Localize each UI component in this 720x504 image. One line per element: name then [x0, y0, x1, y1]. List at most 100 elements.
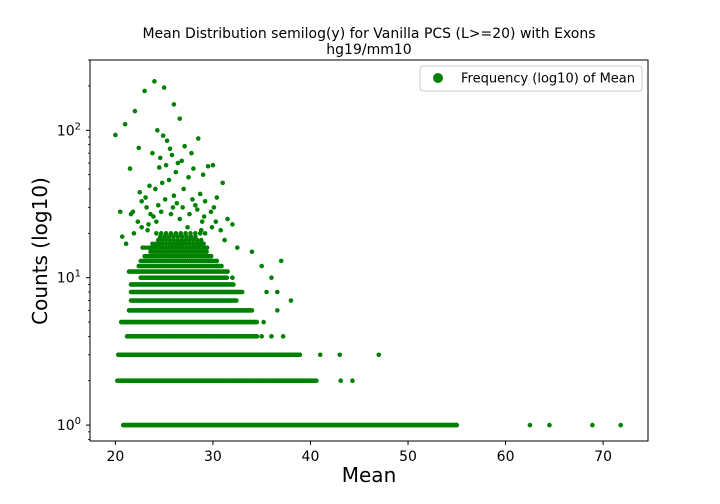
data-point: [170, 205, 176, 210]
data-point: [158, 209, 164, 215]
y-axis-ticks: 100 101 102: [57, 59, 90, 440]
data-point: [184, 241, 189, 247]
data-point: [178, 231, 184, 236]
data-point: [182, 143, 187, 149]
data-point: [131, 231, 137, 236]
data-point: [153, 186, 158, 192]
data-point: [170, 241, 176, 247]
data-point: [148, 211, 153, 217]
data-point: [122, 121, 128, 127]
data-point: [201, 214, 207, 219]
data-point: [183, 231, 188, 236]
data-point: [171, 193, 177, 199]
x-tick-label: 20: [106, 449, 124, 465]
data-point: [162, 197, 168, 202]
data-point: [147, 183, 152, 189]
data-point: [280, 334, 286, 339]
x-tick-label: 70: [594, 449, 612, 465]
data-point: [261, 319, 266, 325]
data-point: [180, 241, 186, 247]
data-point: [230, 275, 235, 281]
data-point: [123, 241, 129, 247]
data-point: [195, 237, 200, 243]
data-point: [174, 241, 179, 247]
data-point: [234, 298, 239, 303]
y-axis-label: Counts (log10): [28, 177, 52, 325]
data-point: [113, 132, 118, 138]
data-point: [175, 237, 181, 243]
data-point: [214, 195, 220, 200]
x-tick-label: 60: [497, 449, 515, 465]
data-point: [163, 237, 169, 243]
legend-marker: [433, 73, 443, 83]
data-point: [259, 263, 264, 269]
data-point: [153, 241, 159, 247]
data-point: [264, 289, 269, 295]
data-point: [181, 186, 186, 192]
data-point: [199, 219, 205, 224]
data-point: [189, 150, 194, 156]
data-point: [127, 166, 133, 171]
data-point: [225, 269, 230, 274]
x-tick-label: 50: [399, 449, 417, 465]
data-point: [156, 165, 162, 170]
data-point: [314, 378, 319, 384]
data-point: [143, 195, 148, 200]
data-point: [135, 219, 141, 224]
data-point: [269, 334, 274, 339]
data-point: [231, 282, 236, 287]
data-point: [171, 237, 177, 243]
y-tick-label: 102: [57, 121, 81, 139]
data-point: [171, 234, 176, 239]
data-point: [155, 202, 161, 208]
data-point: [376, 352, 382, 358]
data-point: [211, 205, 217, 210]
data-point: [179, 158, 184, 164]
data-point: [142, 88, 147, 94]
data-point: [168, 211, 174, 217]
data-point: [208, 209, 214, 215]
data-point: [275, 308, 280, 313]
legend-box: [419, 65, 643, 92]
data-point: [180, 205, 185, 210]
data-point: [337, 352, 343, 358]
data-point: [164, 138, 170, 144]
data-point: [155, 237, 161, 243]
data-point: [193, 202, 198, 208]
data-point: [208, 253, 214, 259]
data-point: [167, 241, 172, 247]
data-point: [527, 422, 533, 428]
data-point: [223, 282, 228, 287]
data-point: [159, 237, 165, 243]
data-point: [155, 128, 160, 133]
data-point: [230, 222, 235, 227]
data-point: [157, 155, 163, 161]
data-point: [119, 234, 125, 239]
data-point: [167, 146, 173, 152]
data-point: [117, 209, 123, 215]
data-point: [209, 224, 215, 230]
data-point: [154, 231, 159, 236]
data-point: [191, 241, 196, 247]
data-point: [205, 164, 211, 169]
data-point: [139, 198, 144, 204]
legend: Frequency (log10) of Mean: [419, 65, 643, 92]
data-point: [547, 422, 552, 428]
data-point: [220, 180, 225, 186]
legend-label: Frequency (log10) of Mean: [461, 72, 635, 87]
data-point: [204, 245, 210, 250]
data-point: [150, 241, 155, 247]
data-point: [317, 352, 323, 358]
data-point: [187, 241, 193, 247]
data-point: [197, 191, 203, 197]
plot-frame: [89, 59, 649, 442]
data-point: [132, 108, 138, 114]
data-point: [195, 207, 200, 212]
data-point: [174, 200, 180, 206]
data-point: [618, 422, 623, 428]
data-point: [235, 245, 240, 250]
data-point: [187, 237, 192, 243]
data-point: [168, 231, 174, 236]
data-point: [239, 289, 245, 295]
